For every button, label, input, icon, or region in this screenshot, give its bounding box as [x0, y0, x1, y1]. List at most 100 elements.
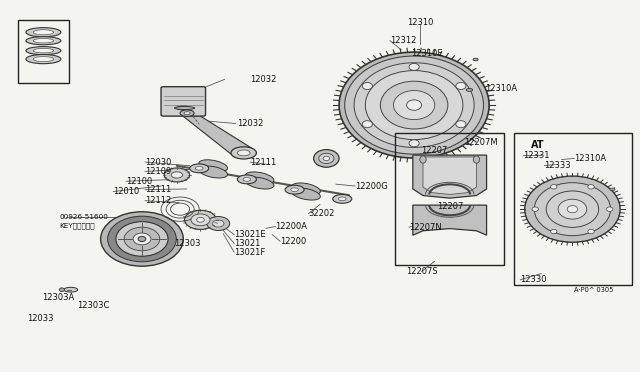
Bar: [395, 133, 504, 265]
Ellipse shape: [550, 185, 557, 189]
Text: 12312: 12312: [390, 36, 416, 45]
Ellipse shape: [473, 58, 478, 61]
Text: 12303C: 12303C: [77, 301, 109, 310]
Ellipse shape: [189, 164, 209, 173]
Ellipse shape: [550, 229, 557, 234]
Ellipse shape: [176, 106, 190, 110]
Ellipse shape: [26, 28, 61, 37]
Ellipse shape: [292, 188, 321, 200]
FancyBboxPatch shape: [161, 87, 205, 116]
Ellipse shape: [124, 227, 160, 251]
Ellipse shape: [406, 100, 422, 110]
Bar: [514, 133, 632, 285]
Ellipse shape: [607, 207, 613, 211]
Ellipse shape: [33, 48, 54, 53]
Ellipse shape: [409, 140, 419, 147]
Polygon shape: [413, 205, 486, 235]
Text: AT: AT: [531, 140, 545, 150]
Ellipse shape: [245, 172, 274, 184]
Ellipse shape: [292, 183, 321, 195]
Text: 12310E: 12310E: [411, 49, 442, 58]
Ellipse shape: [237, 175, 257, 184]
Ellipse shape: [116, 222, 168, 256]
Text: 12109: 12109: [145, 167, 172, 176]
Ellipse shape: [339, 52, 489, 158]
Ellipse shape: [212, 220, 224, 227]
Text: KEYキー（２）: KEYキー（２）: [60, 222, 95, 229]
Text: 12331: 12331: [524, 151, 550, 160]
Ellipse shape: [207, 217, 230, 231]
Ellipse shape: [319, 153, 334, 164]
Text: 00926-51600: 00926-51600: [60, 214, 108, 220]
Text: 12207M: 12207M: [464, 138, 497, 147]
Ellipse shape: [473, 156, 479, 163]
Text: 12010: 12010: [113, 187, 140, 196]
Text: 12200A: 12200A: [275, 222, 307, 231]
Ellipse shape: [409, 63, 419, 70]
Text: 12033: 12033: [27, 314, 54, 323]
Ellipse shape: [394, 90, 435, 120]
Ellipse shape: [195, 167, 203, 170]
Text: 12330: 12330: [520, 275, 547, 284]
Ellipse shape: [184, 112, 190, 115]
Text: 32202: 32202: [308, 209, 335, 218]
Text: 12100: 12100: [126, 177, 152, 186]
Ellipse shape: [174, 106, 195, 109]
Ellipse shape: [534, 183, 611, 235]
Ellipse shape: [26, 37, 61, 45]
Ellipse shape: [291, 188, 298, 192]
Ellipse shape: [456, 83, 466, 90]
Ellipse shape: [362, 121, 372, 128]
Text: 12207N: 12207N: [409, 223, 442, 232]
Ellipse shape: [138, 236, 146, 241]
Ellipse shape: [60, 288, 65, 292]
Ellipse shape: [365, 71, 463, 140]
Polygon shape: [182, 111, 253, 157]
Text: 13021: 13021: [234, 239, 260, 248]
Text: 12310: 12310: [407, 18, 434, 27]
Text: 12111: 12111: [250, 158, 276, 167]
Ellipse shape: [184, 210, 216, 230]
Polygon shape: [413, 155, 486, 198]
Ellipse shape: [133, 233, 151, 245]
Text: 12207S: 12207S: [406, 267, 438, 276]
Ellipse shape: [196, 218, 204, 222]
Text: 12030: 12030: [145, 158, 172, 167]
Ellipse shape: [456, 121, 466, 128]
Ellipse shape: [164, 168, 189, 182]
Text: 12032: 12032: [250, 75, 276, 84]
Ellipse shape: [558, 199, 587, 219]
Text: 12200: 12200: [280, 237, 306, 246]
Ellipse shape: [532, 207, 538, 211]
Ellipse shape: [199, 166, 227, 178]
Text: A·P0^ 0305: A·P0^ 0305: [574, 287, 614, 293]
Text: 12310A: 12310A: [574, 154, 607, 163]
Text: 12112: 12112: [145, 196, 172, 205]
Ellipse shape: [354, 63, 474, 147]
Bar: [18, 20, 69, 83]
Ellipse shape: [285, 185, 304, 194]
Ellipse shape: [525, 176, 620, 242]
Text: 12303: 12303: [173, 238, 200, 247]
Text: 12200G: 12200G: [355, 182, 388, 190]
Ellipse shape: [237, 150, 250, 156]
Ellipse shape: [380, 81, 448, 129]
Ellipse shape: [243, 177, 251, 181]
Ellipse shape: [339, 197, 346, 201]
Polygon shape: [423, 157, 476, 195]
Ellipse shape: [172, 172, 182, 178]
Ellipse shape: [345, 56, 483, 154]
Text: 13021F: 13021F: [234, 248, 266, 257]
Ellipse shape: [100, 212, 183, 266]
Text: 12207: 12207: [421, 146, 447, 155]
Ellipse shape: [588, 185, 594, 189]
Ellipse shape: [610, 188, 615, 190]
Text: 12111: 12111: [145, 185, 172, 194]
Ellipse shape: [362, 83, 372, 90]
Ellipse shape: [333, 195, 352, 203]
Ellipse shape: [26, 46, 61, 55]
Ellipse shape: [323, 156, 330, 161]
Text: 12207: 12207: [437, 202, 463, 211]
Ellipse shape: [191, 214, 210, 226]
Ellipse shape: [467, 89, 472, 92]
